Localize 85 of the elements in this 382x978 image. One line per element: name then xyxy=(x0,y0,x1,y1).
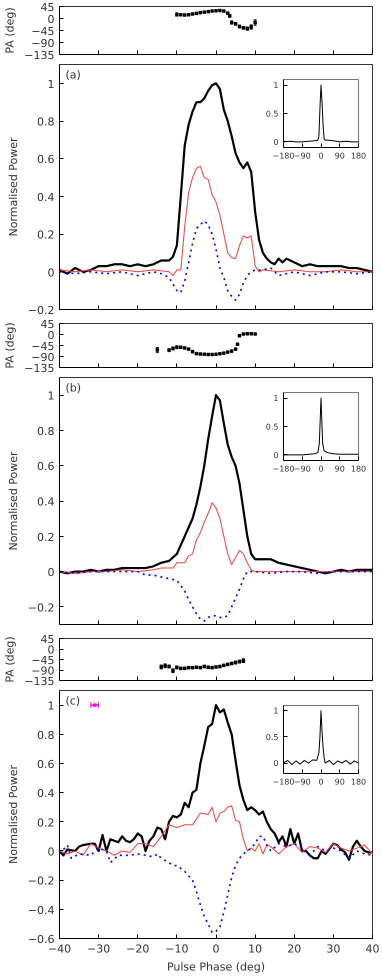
y-tick-label: 0 xyxy=(273,759,279,768)
line-series xyxy=(60,836,372,934)
y-tick-label: 0.6 xyxy=(37,460,55,474)
y-tick-label: −90 xyxy=(31,351,55,364)
y-tick-label: −45 xyxy=(31,340,55,353)
y-tick-label: 0 xyxy=(48,266,54,280)
y-tick-label: 0 xyxy=(48,329,54,342)
y-tick-label: 0.5 xyxy=(266,422,279,432)
x-tick-label: 30 xyxy=(326,942,340,956)
x-tick-label: 90 xyxy=(334,152,345,160)
y-tick-label: 0.2 xyxy=(37,816,55,830)
x-tick-label: −180 xyxy=(272,778,294,786)
x-tick-label: 90 xyxy=(334,464,345,474)
y-tick-label: 0 xyxy=(48,845,54,858)
x-axis-title: Pulse Phase (deg) xyxy=(166,960,266,974)
y-axis-title: PA (deg) xyxy=(3,7,16,54)
y-tick-label: 0.4 xyxy=(37,496,55,508)
y-axis-title: PA (deg) xyxy=(3,636,16,683)
y-tick-label: −135 xyxy=(24,675,55,688)
y-tick-label: 45 xyxy=(40,318,55,331)
y-tick-label: 1 xyxy=(273,81,279,90)
y-tick-label: 0.8 xyxy=(37,728,55,742)
y-tick-label: 0.4 xyxy=(37,787,55,800)
x-tick-label: 0 xyxy=(318,778,324,786)
x-tick-label: −10 xyxy=(165,942,188,956)
x-tick-label: −90 xyxy=(294,778,311,786)
x-tick-label: 0 xyxy=(212,942,220,956)
x-tick-label: −30 xyxy=(87,942,110,956)
y-tick-label: −135 xyxy=(24,362,55,375)
y-tick-label: 0 xyxy=(273,450,279,460)
x-tick-label: 0 xyxy=(318,464,324,474)
y-tick-label: 0.8 xyxy=(37,116,55,129)
y-tick-label: 1 xyxy=(273,394,279,404)
x-tick-label: 180 xyxy=(350,464,366,474)
y-tick-label: 1 xyxy=(48,700,54,713)
line-series xyxy=(60,502,372,574)
y-tick-label: 0 xyxy=(273,138,279,147)
x-tick-label: 90 xyxy=(334,778,345,786)
line-series xyxy=(60,220,372,301)
y-tick-label: 0.2 xyxy=(37,228,55,242)
y-tick-label: −0.2 xyxy=(28,601,55,614)
y-tick-label: 0 xyxy=(48,566,54,580)
y-tick-label: 0.6 xyxy=(37,153,55,166)
x-tick-label: −180 xyxy=(272,152,294,160)
y-tick-label: −90 xyxy=(31,664,55,678)
y-tick-label: 1 xyxy=(48,78,54,91)
line-series xyxy=(60,805,372,856)
y-tick-label: −0.2 xyxy=(28,304,55,317)
y-tick-label: 1 xyxy=(48,390,54,403)
y-tick-label: 0 xyxy=(48,13,54,26)
x-tick-label: 180 xyxy=(350,778,366,786)
y-axis-title: Normalised Power xyxy=(6,764,20,864)
y-tick-label: 0.2 xyxy=(37,530,55,544)
y-tick-label: −0.4 xyxy=(28,904,55,917)
y-tick-label: −90 xyxy=(31,37,55,50)
y-tick-label: 45 xyxy=(40,633,55,646)
line-series xyxy=(60,570,372,622)
x-tick-label: −90 xyxy=(294,152,311,160)
annotation: (c) xyxy=(66,694,80,708)
x-tick-label: −180 xyxy=(272,464,294,474)
line-series xyxy=(60,166,372,276)
y-tick-label: 1 xyxy=(273,706,279,716)
x-tick-label: −90 xyxy=(294,464,311,474)
x-tick-label: 0 xyxy=(318,152,324,160)
y-tick-label: 0.4 xyxy=(37,190,55,204)
y-tick-label: 0 xyxy=(48,644,54,656)
y-tick-label: 0.8 xyxy=(37,424,55,438)
y-tick-label: 0.6 xyxy=(37,758,55,771)
y-tick-label: 45 xyxy=(40,1,55,14)
y-tick-label: −135 xyxy=(24,49,55,62)
x-tick-label: 180 xyxy=(350,152,366,160)
y-tick-label: −0.2 xyxy=(28,874,55,888)
x-tick-label: 20 xyxy=(287,942,302,956)
y-axis-title: Normalised Power xyxy=(6,136,20,237)
x-tick-label: −20 xyxy=(126,942,150,956)
y-axis-title: PA (deg) xyxy=(3,322,16,369)
y-tick-label: −45 xyxy=(31,654,55,667)
x-tick-label: 40 xyxy=(366,942,380,956)
annotation: (b) xyxy=(66,382,82,394)
y-tick-label: 0.5 xyxy=(266,732,279,742)
y-tick-label: −45 xyxy=(31,25,55,38)
x-tick-label: 10 xyxy=(248,942,262,956)
y-axis-title: Normalised Power xyxy=(6,450,20,551)
y-tick-label: 0.5 xyxy=(266,110,279,118)
annotation: (a) xyxy=(66,68,81,82)
